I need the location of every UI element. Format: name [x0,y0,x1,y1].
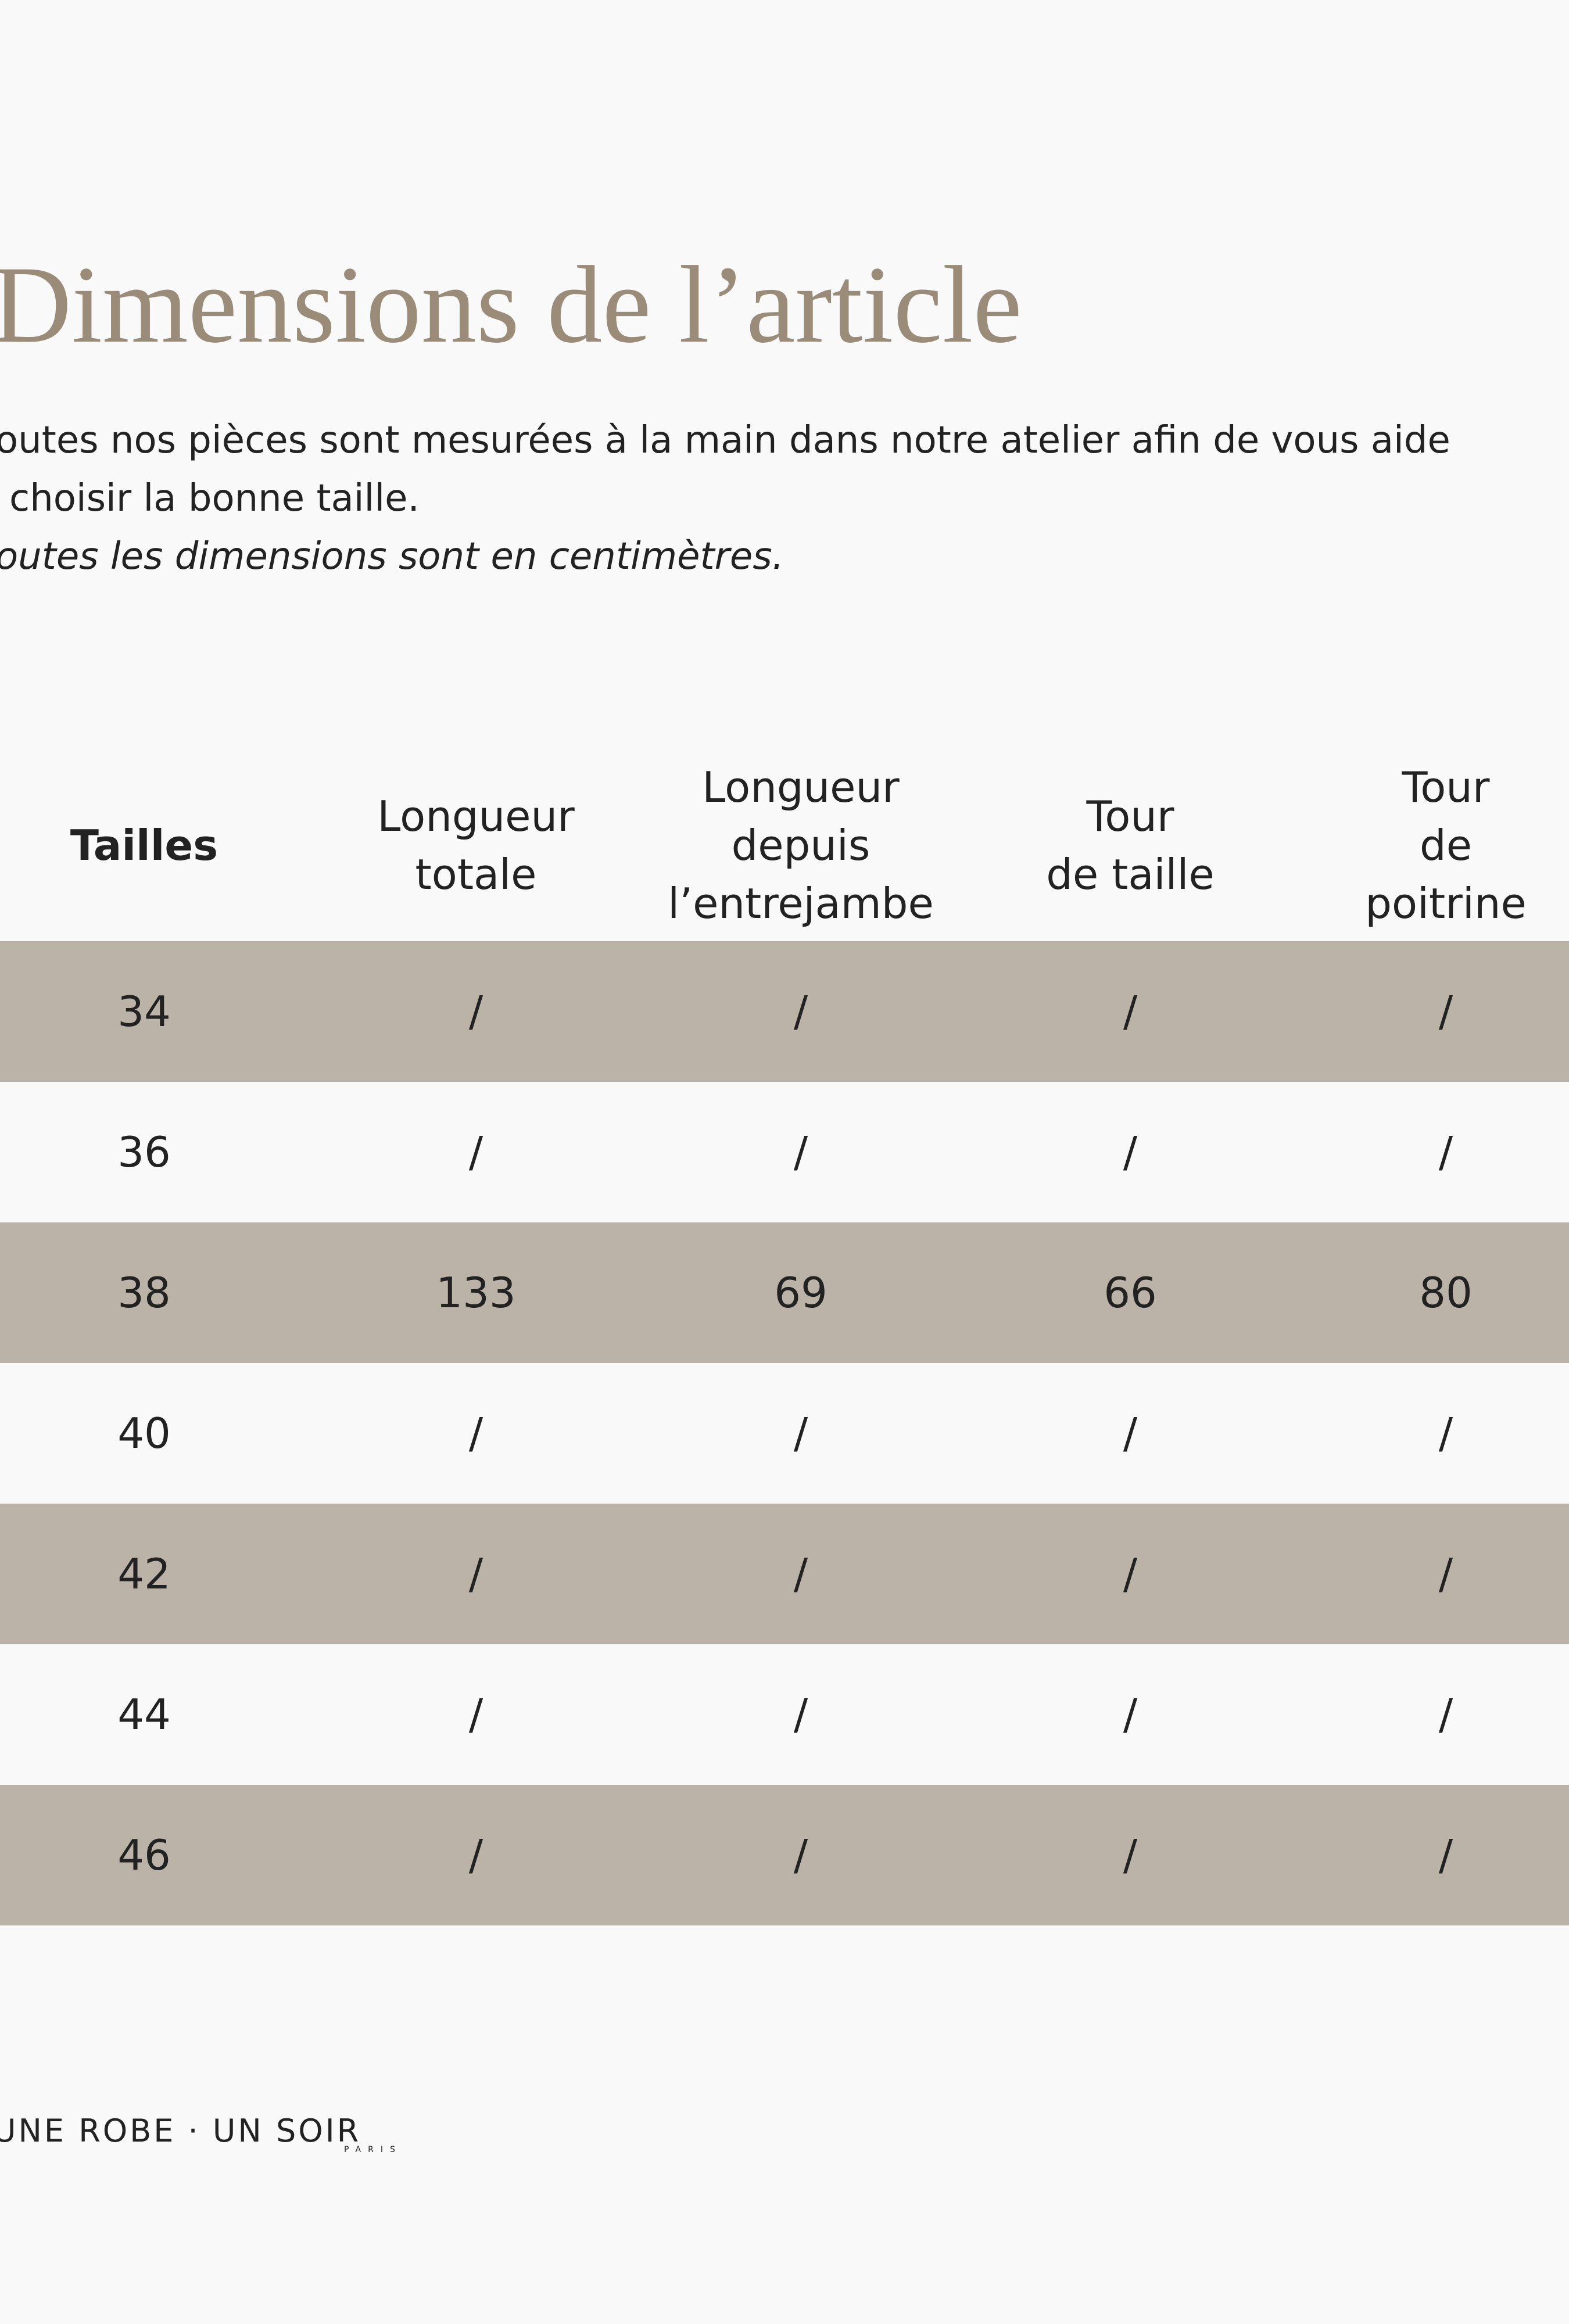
header-line: Tailles [70,821,218,870]
table-row: 46 / / / / [0,1785,1569,1925]
table-cell: / [468,1128,483,1177]
table-cell: / [1438,1831,1453,1880]
table-cell: 34 [117,987,171,1036]
table-cell: 40 [117,1409,171,1458]
header-line: Longueur [377,792,575,841]
intro-text: outes nos pièces sont mesurées à la main… [0,419,1450,462]
title: Dimensions de l’article [0,244,1022,366]
table-cell: / [468,987,483,1036]
table-cell: 42 [117,1550,171,1598]
table-cell: / [793,987,808,1036]
header-line: Tour [1402,763,1490,812]
table-cell: 66 [1104,1268,1157,1317]
header-line: depuis [731,821,871,870]
table-cell: / [1123,987,1138,1036]
logo: UNE ROBE · UN SOIR [0,2113,361,2149]
table-cell: / [793,1128,808,1177]
table-cell: / [1438,1128,1453,1177]
table-cell: / [1438,1409,1453,1458]
table-cell: 46 [117,1831,171,1880]
column-header: Tailles [70,816,218,874]
column-header: Tour de poitrine [1365,758,1527,933]
table-cell: / [1438,987,1453,1036]
table-cell: 36 [117,1128,171,1177]
logo-subtitle: PARIS [344,2145,402,2154]
table-cell: 69 [774,1268,828,1317]
header-line: Tour [1086,792,1174,841]
table-cell: / [468,1409,483,1458]
header-line: totale [415,850,537,899]
table-cell: / [793,1550,808,1598]
table-row: 44 / / / / [0,1644,1569,1785]
table-cell: / [1123,1550,1138,1598]
table-cell: 38 [117,1268,171,1317]
table-cell: / [793,1831,808,1880]
table-cell: / [1123,1690,1138,1739]
table-cell: / [793,1409,808,1458]
column-header: Longueur depuis l’entrejambe [668,758,934,933]
table-row: 34 / / / / [0,941,1569,1082]
table-cell: / [468,1831,483,1880]
table-cell: / [1123,1128,1138,1177]
table-cell: / [468,1550,483,1598]
table-cell: 80 [1419,1268,1473,1317]
table-cell: / [1438,1550,1453,1598]
intro-note: outes les dimensions sont en centimètres… [0,535,784,578]
table-cell: / [1438,1690,1453,1739]
table-cell: 133 [436,1268,516,1317]
header-line: l’entrejambe [668,879,934,928]
table-cell: / [1123,1409,1138,1458]
table-row: 36 / / / / [0,1082,1569,1222]
column-header: Longueur totale [377,787,574,903]
table-row: 38 133 69 66 80 [0,1222,1569,1363]
table-row: 40 / / / / [0,1363,1569,1504]
intro-text: choisir la bonne taille. [9,477,420,520]
header-line: de poitrine [1365,821,1527,928]
column-header: Tour de taille [1046,787,1215,903]
table-cell: / [793,1690,808,1739]
table-row: 42 / / / / [0,1504,1569,1644]
table-cell: 44 [117,1690,171,1739]
header-line: de taille [1046,850,1215,899]
table-cell: / [1123,1831,1138,1880]
table-cell: / [468,1690,483,1739]
header-line: Longueur [702,763,900,812]
